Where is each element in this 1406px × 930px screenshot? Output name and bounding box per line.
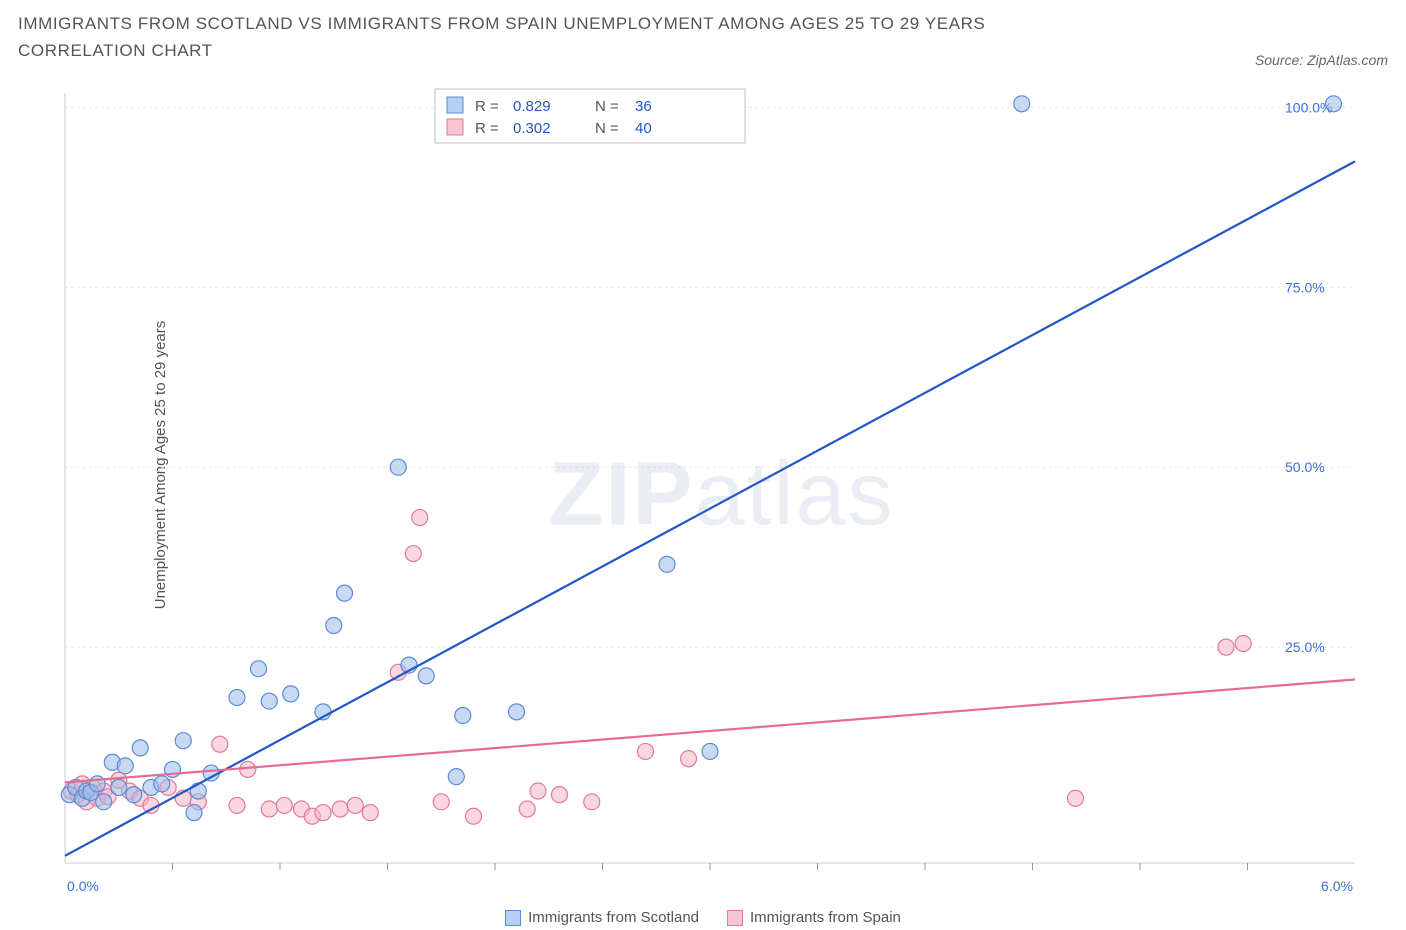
data-point <box>89 776 105 792</box>
data-point <box>175 733 191 749</box>
data-point <box>332 801 348 817</box>
trend-line <box>65 679 1355 782</box>
data-point <box>1014 96 1030 112</box>
data-point <box>405 546 421 562</box>
legend-label-scotland: Immigrants from Scotland <box>528 909 699 926</box>
stats-swatch-pink <box>447 119 463 135</box>
data-point <box>240 761 256 777</box>
data-point <box>390 459 406 475</box>
scatter-chart: 25.0%50.0%75.0%100.0%0.0%6.0%R =0.829N =… <box>55 85 1388 904</box>
data-point <box>229 689 245 705</box>
legend-item-scotland: Immigrants from Scotland <box>505 909 699 926</box>
data-point <box>681 751 697 767</box>
data-point <box>154 776 170 792</box>
data-point <box>584 794 600 810</box>
bottom-legend: Immigrants from Scotland Immigrants from… <box>0 909 1406 926</box>
data-point <box>509 704 525 720</box>
svg-text:25.0%: 25.0% <box>1285 639 1325 655</box>
data-point <box>111 779 127 795</box>
data-point <box>412 510 428 526</box>
legend-item-spain: Immigrants from Spain <box>727 909 901 926</box>
data-point <box>362 805 378 821</box>
data-point <box>261 801 277 817</box>
data-point <box>186 805 202 821</box>
legend-swatch-pink <box>727 910 743 926</box>
data-point <box>96 794 112 810</box>
data-point <box>519 801 535 817</box>
svg-text:R =: R = <box>475 120 499 137</box>
chart-title: IMMIGRANTS FROM SCOTLAND VS IMMIGRANTS F… <box>18 10 1118 64</box>
data-point <box>283 686 299 702</box>
svg-text:36: 36 <box>635 98 652 115</box>
data-point <box>448 769 464 785</box>
data-point <box>702 743 718 759</box>
data-point <box>337 585 353 601</box>
data-point <box>455 707 471 723</box>
svg-text:40: 40 <box>635 120 652 137</box>
data-point <box>212 736 228 752</box>
data-point <box>418 668 434 684</box>
svg-text:6.0%: 6.0% <box>1321 878 1353 894</box>
data-point <box>190 783 206 799</box>
svg-text:0.0%: 0.0% <box>67 878 99 894</box>
data-point <box>1068 790 1084 806</box>
data-point <box>347 797 363 813</box>
svg-text:N =: N = <box>595 120 619 137</box>
legend-swatch-blue <box>505 910 521 926</box>
data-point <box>1218 639 1234 655</box>
svg-text:N =: N = <box>595 98 619 115</box>
stats-swatch-blue <box>447 97 463 113</box>
svg-text:50.0%: 50.0% <box>1285 459 1325 475</box>
data-point <box>433 794 449 810</box>
data-point <box>315 805 331 821</box>
plot-area: ZIPatlas 25.0%50.0%75.0%100.0%0.0%6.0%R … <box>55 85 1388 904</box>
data-point <box>659 556 675 572</box>
data-point <box>117 758 133 774</box>
svg-text:0.829: 0.829 <box>513 98 551 115</box>
data-point <box>1326 96 1342 112</box>
svg-text:R =: R = <box>475 98 499 115</box>
svg-text:0.302: 0.302 <box>513 120 551 137</box>
data-point <box>132 740 148 756</box>
data-point <box>261 693 277 709</box>
data-point <box>326 618 342 634</box>
data-point <box>638 743 654 759</box>
data-point <box>229 797 245 813</box>
svg-text:75.0%: 75.0% <box>1285 279 1325 295</box>
data-point <box>251 661 267 677</box>
data-point <box>276 797 292 813</box>
data-point <box>530 783 546 799</box>
data-point <box>552 787 568 803</box>
data-point <box>126 787 142 803</box>
data-point <box>466 808 482 824</box>
data-point <box>1235 636 1251 652</box>
source-attribution: Source: ZipAtlas.com <box>1255 52 1388 68</box>
legend-label-spain: Immigrants from Spain <box>750 909 901 926</box>
